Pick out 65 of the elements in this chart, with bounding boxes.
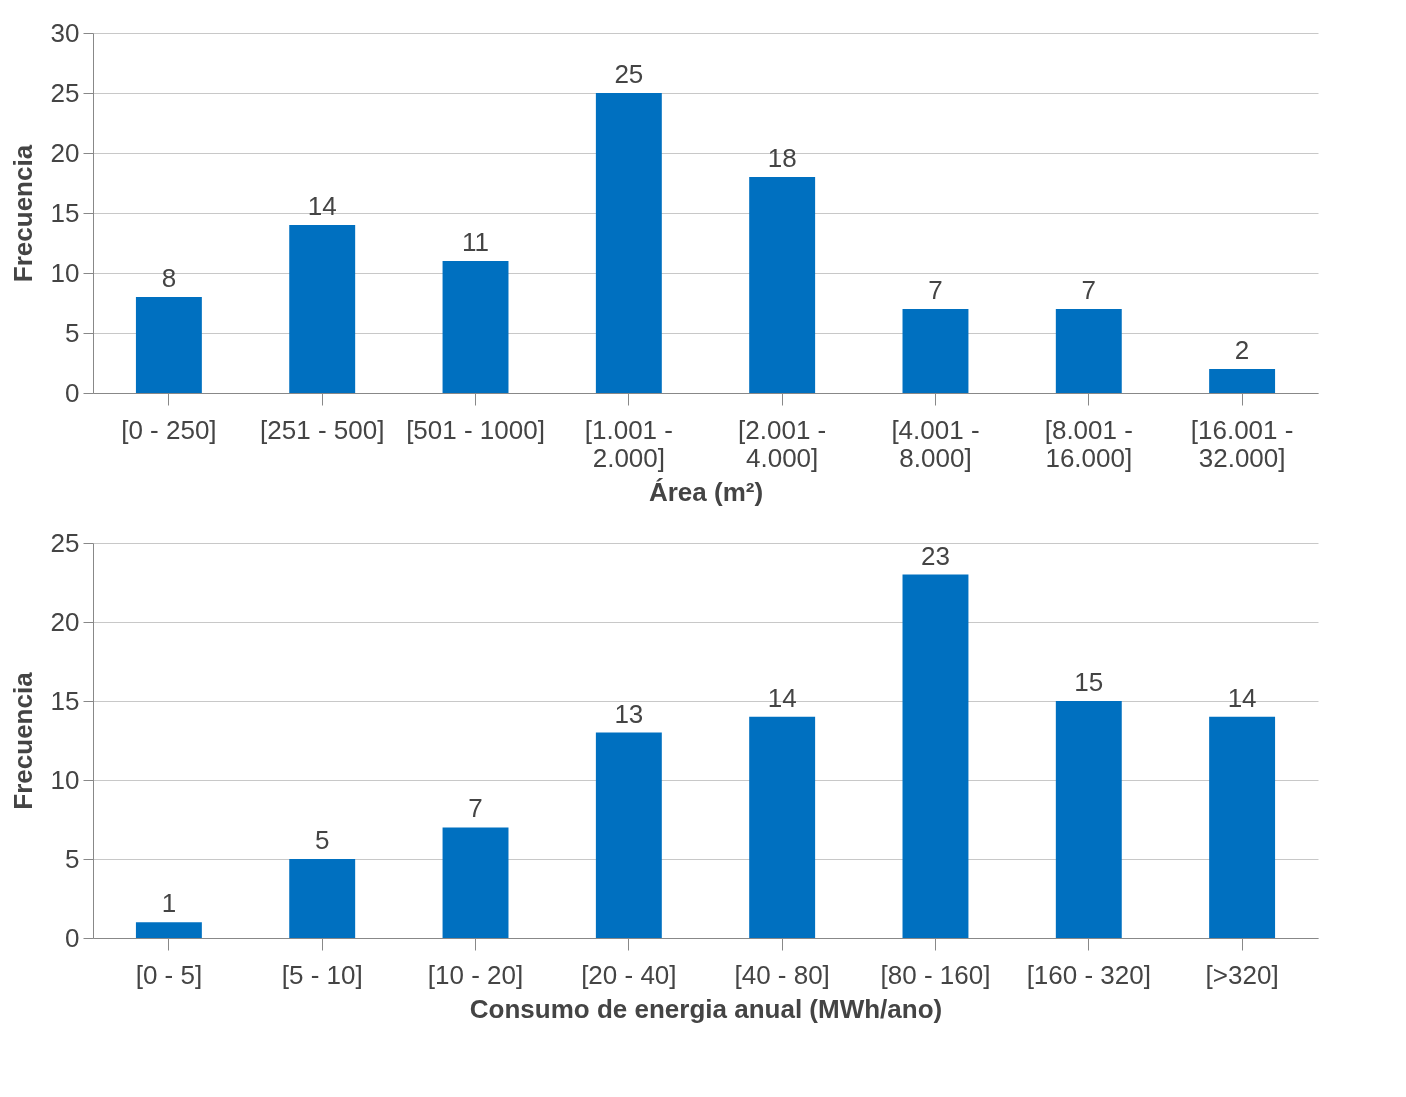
y-tick-label: 20 <box>50 606 80 637</box>
data-label: 1 <box>161 888 177 919</box>
bar <box>135 922 202 938</box>
y-tick-label: 5 <box>65 843 80 874</box>
x-tick-label: [16.001 - 32.000] <box>1190 414 1294 473</box>
y-axis-title: Frecuencia <box>7 144 38 283</box>
x-tick-label: [4.001 - 8.000] <box>891 414 980 473</box>
x-tick-label: [0 - 250] <box>121 414 217 445</box>
data-label: 7 <box>1081 275 1097 305</box>
bar <box>749 177 816 393</box>
y-axis-title: Frecuencia <box>7 671 38 810</box>
bar <box>1055 701 1122 938</box>
data-label: 14 <box>767 682 797 713</box>
data-label: 18 <box>767 143 797 173</box>
data-label: 5 <box>314 825 330 855</box>
data-label: 14 <box>307 191 337 221</box>
data-label: 15 <box>1074 667 1104 697</box>
bar <box>1055 309 1122 393</box>
bar <box>442 827 509 938</box>
y-tick-label: 15 <box>50 197 80 228</box>
y-tick-label: 0 <box>65 377 80 408</box>
data-label: 7 <box>468 793 483 824</box>
y-tick-label: 5 <box>65 317 80 348</box>
x-tick-label: [160 - 320] <box>1026 959 1151 990</box>
y-tick-label: 10 <box>50 257 80 288</box>
data-label: 7 <box>928 275 943 305</box>
bar <box>595 732 662 938</box>
data-label: 14 <box>1227 682 1257 713</box>
y-tick-label: 0 <box>65 922 80 953</box>
bar <box>1209 716 1276 938</box>
bar <box>902 309 969 393</box>
x-tick-label: [10 - 20] <box>427 959 524 990</box>
y-tick-label: 25 <box>50 77 80 108</box>
x-tick-label: [8.001 - 16.000] <box>1044 414 1133 473</box>
y-tick-label: 15 <box>50 685 80 716</box>
x-tick-label: [501 - 1000] <box>406 414 545 445</box>
data-label: 13 <box>614 698 644 729</box>
data-label: 11 <box>462 227 490 257</box>
x-tick-label: [2.001 - 4.000] <box>738 414 827 473</box>
y-tick-label: 10 <box>50 764 80 795</box>
x-tick-label: [5 - 10] <box>281 959 363 990</box>
bar <box>749 716 816 938</box>
data-label: 2 <box>1234 335 1250 365</box>
x-tick-label: [251 - 500] <box>260 414 385 445</box>
x-tick-label: [>320] <box>1205 959 1279 990</box>
bar <box>289 859 356 938</box>
data-label: 25 <box>614 59 644 89</box>
bar <box>595 93 662 393</box>
x-tick-label: [20 - 40] <box>581 959 677 990</box>
data-label: 23 <box>921 540 950 571</box>
y-tick-label: 30 <box>50 17 80 48</box>
bar <box>902 574 969 938</box>
x-tick-label: [1.001 - 2.000] <box>584 414 673 473</box>
bar <box>1209 369 1276 393</box>
x-axis-title: Consumo de energia anual (MWh/ano) <box>469 993 943 1024</box>
bar <box>442 261 509 393</box>
bar <box>135 297 202 393</box>
x-tick-label: [80 - 160] <box>880 959 991 990</box>
bar <box>289 225 356 393</box>
data-label: 8 <box>161 263 177 293</box>
y-tick-label: 20 <box>50 137 80 168</box>
x-tick-label: [40 - 80] <box>734 959 830 990</box>
x-axis-title: Área (m²) <box>648 476 764 507</box>
x-tick-label: [0 - 5] <box>135 959 203 990</box>
y-tick-label: 25 <box>50 527 80 558</box>
